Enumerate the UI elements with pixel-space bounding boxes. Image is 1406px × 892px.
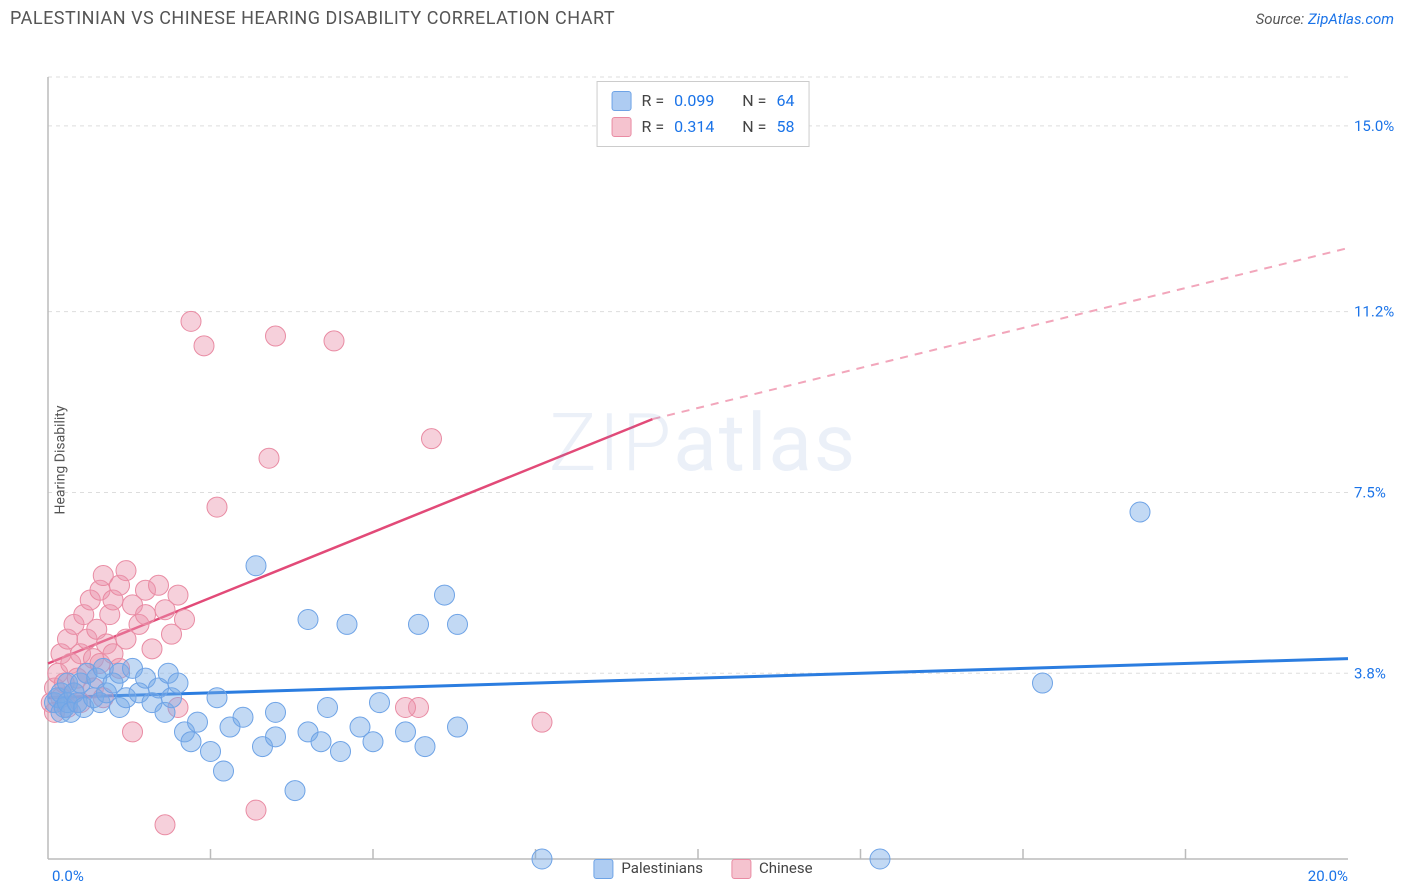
legend-item: Chinese	[731, 859, 813, 879]
svg-text:11.2%: 11.2%	[1354, 303, 1394, 321]
svg-text:15.0%: 15.0%	[1354, 117, 1394, 135]
y-axis-label: Hearing Disability	[52, 406, 68, 515]
correlation-legend: R = 0.099 N = 64 R = 0.314 N = 58	[597, 81, 810, 147]
svg-text:3.8%: 3.8%	[1354, 664, 1386, 682]
scatter-plot: 3.8% 7.5% 11.2% 15.0% 0.0% 20.0%	[0, 35, 1406, 885]
legend-swatch-blue	[612, 91, 632, 111]
r-value: 0.099	[674, 88, 714, 114]
r-label: R =	[642, 114, 665, 140]
chart-title: PALESTINIAN VS CHINESE HEARING DISABILIT…	[10, 8, 615, 29]
legend-row: R = 0.314 N = 58	[612, 114, 795, 140]
chart-header: PALESTINIAN VS CHINESE HEARING DISABILIT…	[0, 0, 1406, 35]
n-label: N =	[742, 114, 766, 140]
series-legend: Palestinians Chinese	[593, 859, 812, 879]
legend-row: R = 0.099 N = 64	[612, 88, 795, 114]
chart-area: Hearing Disability ZIPatlas R = 0.099 N …	[0, 35, 1406, 885]
svg-text:0.0%: 0.0%	[52, 867, 84, 885]
r-value: 0.314	[674, 114, 714, 140]
legend-label: Chinese	[759, 859, 813, 877]
n-label: N =	[742, 88, 766, 114]
swatch-palestinians	[593, 859, 613, 879]
chart-source: Source: ZipAtlas.com	[1256, 10, 1394, 28]
legend-swatch-pink	[612, 117, 632, 137]
n-value: 58	[776, 114, 794, 140]
svg-text:20.0%: 20.0%	[1308, 867, 1348, 885]
legend-label: Palestinians	[621, 859, 703, 877]
swatch-chinese	[731, 859, 751, 879]
svg-text:7.5%: 7.5%	[1354, 483, 1386, 501]
source-prefix: Source:	[1256, 10, 1308, 28]
source-link[interactable]: ZipAtlas.com	[1308, 10, 1394, 28]
n-value: 64	[776, 88, 794, 114]
legend-item: Palestinians	[593, 859, 703, 879]
r-label: R =	[642, 88, 665, 114]
